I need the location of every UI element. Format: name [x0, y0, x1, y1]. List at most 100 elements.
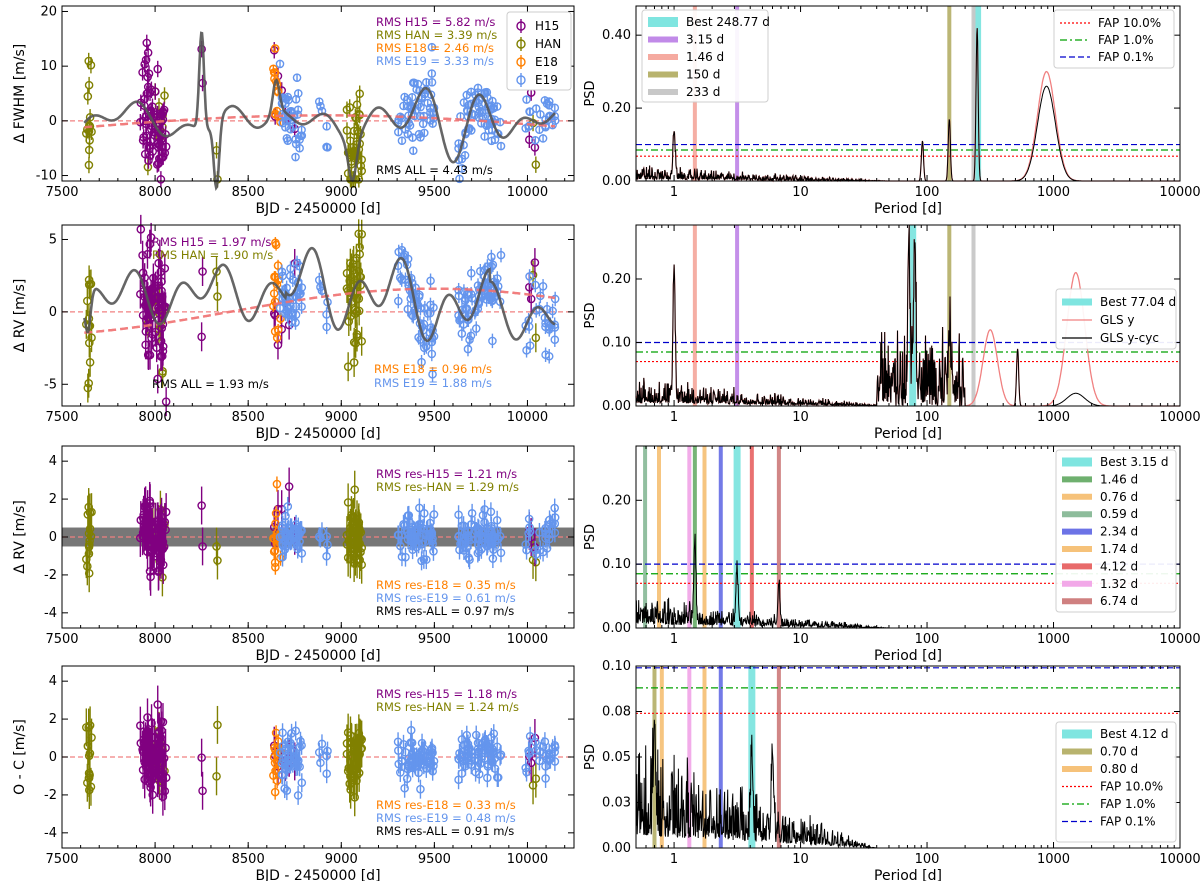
data-point-e19 — [425, 308, 435, 318]
data-point-e18 — [271, 728, 281, 738]
data-point-e19 — [550, 116, 560, 125]
data-point-e19 — [457, 164, 467, 173]
y-tick-label: 0.00 — [602, 399, 631, 414]
data-point-e19 — [280, 784, 290, 793]
data-point-e18 — [269, 771, 278, 780]
data-point-han — [357, 744, 367, 753]
data-point-e19 — [454, 755, 464, 764]
x-tick-label: 1 — [670, 632, 678, 647]
y-tick-label: 5 — [49, 232, 57, 247]
data-point-e19 — [394, 296, 403, 306]
rms-all-text: RMS ALL = 1.93 m/s — [152, 377, 269, 391]
x-tick-label: 10 — [792, 410, 809, 425]
data-point-han — [342, 126, 352, 135]
y-tick-label: 0.40 — [602, 28, 631, 43]
y-tick-label: 0 — [49, 114, 57, 129]
data-point-e19 — [496, 141, 506, 151]
data-point-e19 — [393, 737, 403, 747]
rms-text: RMS res-ALL = 0.91 m/s — [376, 824, 514, 838]
data-point-h15 — [156, 175, 166, 184]
data-point-h15 — [147, 333, 156, 343]
data-point-e19 — [288, 122, 298, 131]
data-point-e18 — [270, 787, 280, 797]
gls-cyc-curve — [635, 224, 1180, 407]
legend-marker — [516, 75, 526, 85]
data-point-e19 — [531, 545, 540, 555]
rms-text: RMS HAN = 3.39 m/s — [376, 28, 497, 42]
data-point-e19 — [419, 111, 429, 121]
data-point-e19 — [413, 79, 423, 89]
data-point-e19 — [427, 78, 437, 87]
legend-label: FAP 10.0% — [1100, 780, 1163, 794]
plot-frame — [61, 5, 575, 182]
data-point-e19 — [476, 530, 485, 539]
data-point-h15 — [152, 160, 162, 169]
data-point-e19 — [531, 135, 540, 145]
x-axis-label: BJD - 2450000 [d] — [255, 426, 380, 442]
data-point-h15 — [160, 517, 170, 527]
data-point-e19 — [280, 760, 290, 769]
data-point-e19 — [278, 741, 288, 751]
x-tick-label: 10000 — [507, 185, 548, 200]
data-point-e19 — [323, 746, 332, 756]
timeseries-panel-3: 7500 8000 8500 9000 9500 10000 -4 -2 0 2 4 BJD - 24… — [12, 445, 575, 664]
x-tick-label: 10000 — [1159, 632, 1200, 647]
y-tick-label: 0.00 — [602, 174, 631, 189]
data-point-e19 — [535, 528, 544, 537]
data-point-e19 — [474, 547, 484, 556]
plot-frame — [635, 224, 1181, 407]
x-tick-label: 1 — [670, 410, 678, 425]
data-point-e19 — [550, 757, 560, 766]
data-point-e19 — [291, 762, 301, 771]
x-axis-label: Period [d] — [874, 868, 942, 881]
data-point-h15 — [198, 786, 207, 796]
x-tick-label: 100 — [915, 410, 940, 425]
data-point-e18 — [272, 479, 282, 489]
fap-legend-box — [1053, 9, 1175, 69]
data-point-h15 — [141, 55, 151, 65]
y-axis-label: Δ RV [m/s] — [12, 279, 28, 353]
legend-label: 0.76 d — [1100, 490, 1138, 504]
gp-model-curve — [83, 31, 556, 192]
data-point-e19 — [521, 540, 531, 549]
x-tick-label: 100 — [915, 632, 940, 647]
data-point-e19 — [428, 534, 437, 543]
data-point-han — [84, 723, 94, 732]
data-point-h15 — [526, 758, 536, 768]
data-point-e19 — [531, 737, 540, 747]
x-tick-label: 7500 — [45, 185, 78, 200]
rms-text: RMS res-HAN = 1.29 m/s — [376, 480, 519, 494]
data-point-e19 — [496, 250, 506, 260]
data-point-h15 — [197, 753, 206, 762]
legend-label: 150 d — [686, 68, 720, 82]
y-tick-label: 0.20 — [602, 272, 631, 287]
data-point-e19 — [524, 121, 534, 131]
data-point-h15 — [143, 313, 152, 323]
x-tick-label: 10 — [792, 185, 809, 200]
data-point-e19 — [400, 521, 409, 530]
data-point-e19 — [426, 90, 436, 99]
data-point-e19 — [314, 532, 324, 541]
x-tick-label: 1000 — [1037, 632, 1070, 647]
data-point-h15 — [156, 336, 166, 346]
data-point-e19 — [455, 174, 464, 184]
x-tick-label: 8000 — [139, 852, 172, 867]
data-point-e19 — [461, 304, 470, 313]
data-point-e19 — [541, 350, 550, 360]
data-point-e19 — [400, 92, 409, 102]
data-point-e19 — [525, 527, 535, 536]
data-point-e19 — [287, 746, 296, 756]
data-point-e19 — [550, 294, 560, 304]
data-point-e19 — [400, 250, 409, 259]
data-point-e19 — [417, 357, 426, 367]
data-point-han — [342, 749, 352, 759]
data-point-han — [352, 100, 362, 109]
data-point-e19 — [538, 134, 548, 143]
data-point-h15 — [146, 572, 155, 582]
data-point-h15 — [156, 543, 166, 553]
data-point-e19 — [464, 752, 473, 762]
data-point-e19 — [412, 542, 421, 552]
data-point-e19 — [291, 536, 301, 546]
data-point-e18 — [270, 546, 280, 555]
data-point-han — [342, 105, 352, 115]
